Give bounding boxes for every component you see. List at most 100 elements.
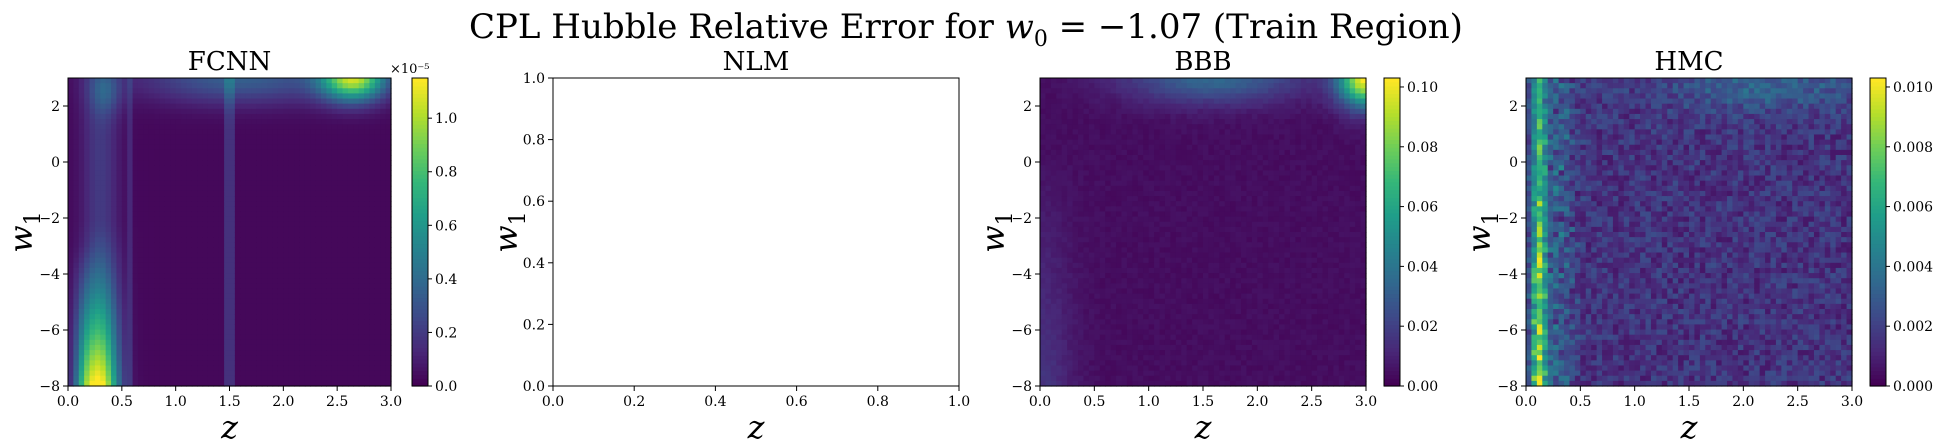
heatmap-cell [358, 283, 365, 290]
heatmap-cell [148, 206, 155, 213]
heatmap-cell [84, 350, 91, 356]
heatmap-cell [304, 329, 311, 336]
heatmap-cell [186, 273, 193, 279]
heatmap-cell [105, 370, 112, 377]
heatmap-cell [251, 365, 258, 372]
heatmap-cell [1121, 180, 1128, 187]
heatmap-cell [326, 257, 333, 264]
heatmap-cell [229, 155, 236, 161]
heatmap-cell [331, 216, 338, 223]
heatmap-cell [1088, 329, 1095, 336]
heatmap-cell [1050, 355, 1057, 361]
heatmap-cell [385, 257, 392, 264]
heatmap-cell [229, 329, 236, 336]
heatmap-cell [1132, 170, 1139, 177]
heatmap-cell [256, 201, 263, 207]
heatmap-cell [68, 288, 74, 295]
heatmap-cell [1148, 216, 1155, 223]
heatmap-cell [1045, 88, 1052, 94]
heatmap-cell [224, 144, 231, 151]
heatmap-cell [374, 380, 381, 387]
heatmap-cell [364, 350, 371, 356]
heatmap-cell [224, 365, 231, 372]
heatmap-cell [1121, 144, 1128, 151]
heatmap-cell [1105, 165, 1112, 171]
heatmap-cell [224, 211, 231, 218]
heatmap-cell [73, 252, 80, 259]
heatmap-cell [315, 149, 322, 156]
heatmap-cell [385, 355, 392, 361]
heatmap-cell [1126, 134, 1133, 141]
heatmap-cell [111, 370, 118, 377]
heatmap-cell [213, 314, 220, 320]
heatmap-cell [272, 206, 279, 213]
heatmap-cell [380, 103, 387, 110]
heatmap-cell [132, 129, 139, 136]
heatmap-cell [78, 278, 85, 284]
x-tick-label: 3.0 [380, 394, 402, 410]
heatmap-cell [299, 365, 306, 372]
heatmap-cell [1137, 329, 1144, 336]
heatmap-cell [374, 216, 381, 223]
heatmap-cell [224, 165, 231, 171]
heatmap-cell [299, 370, 306, 377]
heatmap-cell [251, 370, 258, 377]
heatmap-cell [68, 314, 74, 320]
heatmap-cell [132, 88, 139, 94]
heatmap-cell [326, 206, 333, 213]
heatmap-cell [267, 298, 274, 305]
heatmap-cell [1121, 380, 1128, 387]
heatmap-cell [78, 201, 85, 207]
heatmap-cell [245, 380, 252, 387]
heatmap-cell [170, 93, 177, 100]
heatmap-cell [294, 124, 301, 130]
heatmap-cell [1105, 190, 1112, 197]
heatmap-cell [1137, 309, 1144, 315]
heatmap-cell [256, 175, 263, 182]
heatmap-cell [1061, 278, 1068, 284]
heatmap-cell [154, 339, 161, 346]
heatmap-cell [202, 278, 209, 284]
heatmap-cell [1148, 226, 1155, 233]
heatmap-cell [127, 375, 134, 382]
heatmap-cell [111, 190, 118, 197]
heatmap-cell [267, 380, 274, 387]
heatmap-cell [277, 278, 284, 284]
heatmap-cell [256, 216, 263, 223]
heatmap-cell [294, 119, 301, 125]
heatmap-cell [127, 226, 134, 233]
heatmap-cell [1116, 175, 1123, 182]
heatmap-cell [197, 324, 204, 331]
heatmap-cell [364, 149, 371, 156]
heatmap-cell [137, 170, 144, 177]
heatmap-cell [175, 165, 182, 171]
heatmap-cell [207, 160, 214, 166]
heatmap-cell [374, 288, 381, 295]
heatmap-cell [1099, 350, 1106, 356]
heatmap-cell [369, 257, 376, 264]
heatmap-cell [277, 113, 284, 120]
heatmap-cell [175, 344, 182, 351]
heatmap-cell [1116, 288, 1123, 295]
heatmap-cell [1050, 108, 1057, 115]
colorbar-frame [411, 77, 429, 387]
heatmap-cell [364, 278, 371, 284]
heatmap-cell [321, 144, 327, 151]
heatmap-cell [347, 129, 354, 136]
heatmap-cell [1078, 360, 1085, 367]
heatmap-cell [1116, 103, 1123, 110]
heatmap-cell [1094, 252, 1101, 259]
heatmap-cell [68, 226, 74, 233]
heatmap-cell [73, 134, 80, 141]
heatmap-cell [304, 78, 311, 84]
heatmap-cell [1143, 232, 1150, 238]
heatmap-cell [1061, 242, 1068, 248]
colorbar-segment [412, 81, 428, 87]
heatmap-cell [73, 160, 80, 166]
heatmap-cell [267, 175, 274, 182]
heatmap-cell [1126, 293, 1133, 300]
heatmap-cell [283, 252, 290, 259]
heatmap-cell [105, 98, 112, 105]
heatmap-cell [358, 160, 365, 166]
heatmap-cell [1126, 278, 1133, 284]
